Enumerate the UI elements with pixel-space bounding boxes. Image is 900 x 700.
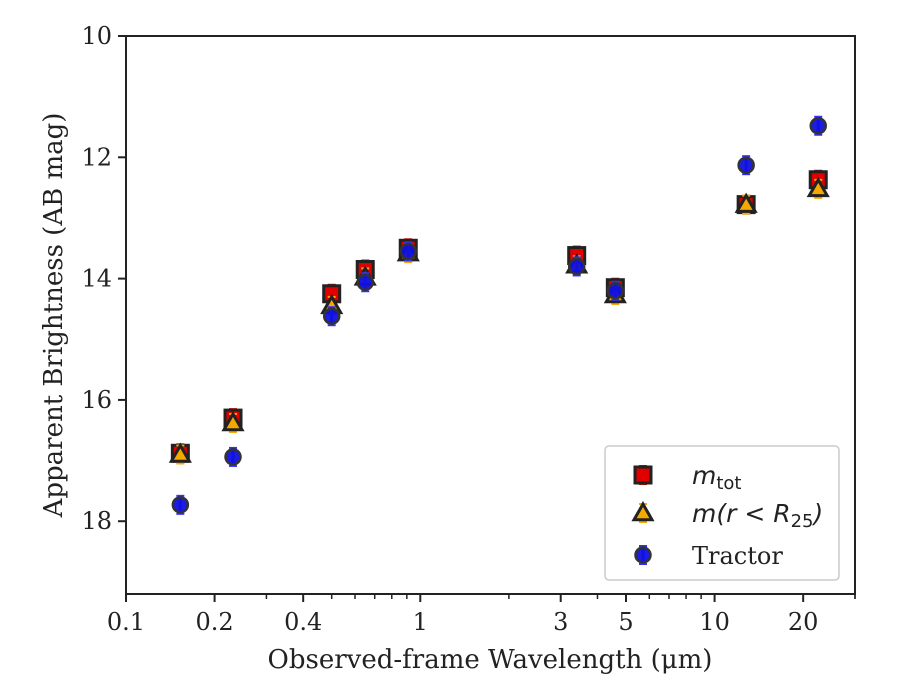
y-axis-ticks: 10 12 14 16 18	[81, 22, 126, 535]
triangle-marker	[221, 410, 245, 432]
circle-marker	[399, 242, 417, 261]
triangle-marker	[168, 442, 192, 463]
data-point-circle	[737, 155, 755, 176]
data-point-triangle	[734, 192, 758, 215]
triangle-marker	[806, 176, 830, 198]
y-tick-label: 14	[81, 265, 112, 293]
legend-marker-circle	[634, 545, 652, 565]
data-point-triangle	[806, 176, 830, 199]
circle-marker	[737, 156, 755, 174]
legend-marker-triangle	[631, 500, 655, 523]
x-axis-label: Observed-frame Wavelength (μm)	[268, 645, 713, 675]
x-tick-label: 0.2	[196, 608, 234, 636]
data-point-circle	[171, 494, 190, 515]
x-tick-label: 5	[618, 608, 633, 636]
data-markers	[168, 115, 830, 515]
x-tick-label: 0.4	[284, 608, 322, 636]
square-marker	[633, 465, 653, 485]
y-tick-label: 18	[81, 507, 112, 535]
legend-frame	[604, 445, 840, 581]
data-point-circle	[399, 241, 417, 262]
data-point-triangle	[221, 410, 245, 433]
data-point-circle	[224, 446, 242, 467]
triangle-marker	[631, 500, 655, 522]
x-tick-label: 20	[788, 608, 819, 636]
y-tick-label: 12	[81, 143, 112, 171]
y-tick-label: 10	[81, 22, 112, 50]
plot-area: 0.1 0.2 0.4 1 3 5 10 20 10 12 14 16 18	[81, 22, 856, 636]
data-point-circle	[809, 115, 827, 136]
circle-marker	[567, 257, 586, 276]
circle-marker	[634, 546, 652, 564]
x-tick-label: 1	[413, 608, 428, 636]
legend-marker-square	[633, 465, 653, 485]
y-axis-label: Apparent Brightness (AB mag)	[39, 113, 69, 519]
data-point-circle	[322, 306, 341, 327]
data-point-triangle	[168, 442, 192, 465]
circle-marker	[171, 496, 190, 514]
data-point-circle	[606, 280, 625, 301]
circle-marker	[322, 307, 341, 325]
data-point-circle	[356, 272, 374, 293]
x-tick-label: 0.1	[107, 608, 145, 636]
triangle-marker	[734, 192, 758, 213]
axes-frame	[125, 35, 856, 595]
x-axis-ticks: 0.1 0.2 0.4 1 3 5 10 20	[107, 594, 856, 636]
circle-marker	[606, 281, 625, 300]
circle-marker	[356, 273, 374, 291]
circle-marker	[224, 448, 242, 466]
x-tick-label: 3	[553, 608, 568, 636]
data-point-circle	[567, 256, 586, 277]
legend-label-tractor: Tractor	[692, 542, 783, 570]
x-tick-label: 10	[699, 608, 730, 636]
y-tick-label: 16	[81, 386, 112, 414]
circle-marker	[809, 117, 827, 135]
